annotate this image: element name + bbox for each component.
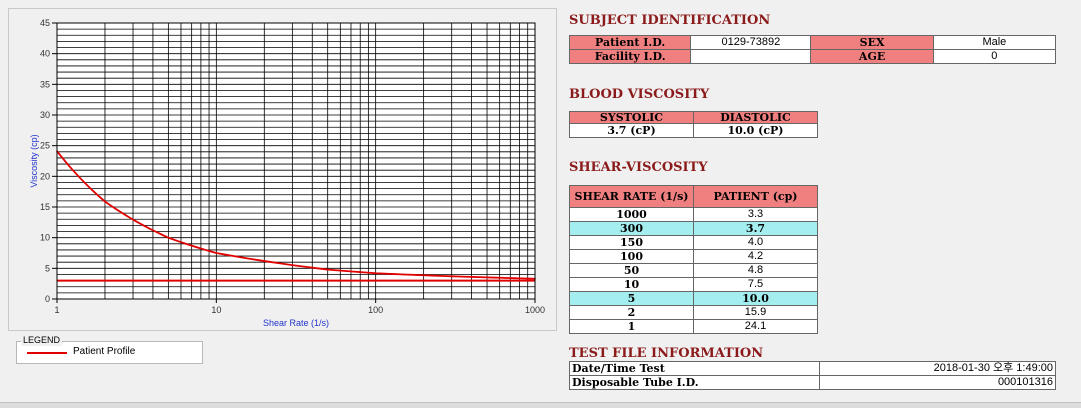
y-tick-label: 15 bbox=[40, 202, 50, 212]
blood-viscosity-title: BLOOD VISCOSITY bbox=[569, 87, 710, 102]
data-point bbox=[215, 252, 218, 254]
shear-rate-cell: 1000 bbox=[569, 207, 694, 222]
sex-label: SEX bbox=[810, 35, 934, 50]
table-row: 100 4.2 bbox=[569, 249, 818, 264]
age-label: AGE bbox=[810, 49, 934, 64]
diastolic-label: DIASTOLIC bbox=[693, 111, 818, 124]
patient-viscosity-cell: 3.7 bbox=[693, 221, 818, 236]
shear-rate-cell: 5 bbox=[569, 291, 694, 306]
shear-rate-cell: 300 bbox=[569, 221, 694, 236]
shear-rate-cell: 150 bbox=[569, 235, 694, 250]
file-info-table: Date/Time Test 2018-01-30 오후 1:49:00 Dis… bbox=[569, 361, 1056, 390]
blood-viscosity-table: SYSTOLIC DIASTOLIC 3.7 (cP) 10.0 (cP) bbox=[569, 111, 818, 138]
data-point bbox=[450, 275, 453, 278]
table-row: 50 4.8 bbox=[569, 263, 818, 278]
shear-rate-header: SHEAR RATE (1/s) bbox=[569, 185, 694, 208]
patient-id-value: 0129-73892 bbox=[690, 35, 812, 50]
shear-viscosity-title: SHEAR-VISCOSITY bbox=[569, 160, 708, 175]
x-tick-label: 1000 bbox=[525, 305, 545, 315]
patient-viscosity-cell: 4.0 bbox=[693, 235, 818, 250]
y-tick-label: 10 bbox=[40, 233, 50, 243]
shear-rate-cell: 100 bbox=[569, 249, 694, 264]
legend-entry: Patient Profile bbox=[73, 346, 136, 357]
patient-viscosity-cell: 4.8 bbox=[693, 263, 818, 278]
tube-id-label: Disposable Tube I.D. bbox=[569, 375, 820, 390]
plot-area bbox=[57, 23, 535, 299]
legend-title: LEGEND bbox=[21, 334, 63, 346]
y-tick-label: 5 bbox=[45, 263, 50, 273]
subject-title: SUBJECT IDENTIFICATION bbox=[569, 13, 771, 28]
patient-id-label: Patient I.D. bbox=[568, 35, 692, 50]
legend-swatch bbox=[27, 352, 67, 354]
x-axis-title: Shear Rate (1/s) bbox=[263, 318, 329, 328]
y-axis-title: Viscosity (cp) bbox=[29, 134, 39, 187]
patient-viscosity-cell: 3.3 bbox=[693, 207, 818, 222]
patient-viscosity-cell: 15.9 bbox=[693, 305, 818, 320]
patient-header: PATIENT (cp) bbox=[693, 185, 818, 208]
diastolic-value: 10.0 (cP) bbox=[693, 123, 818, 138]
tube-id-value: 000101316 bbox=[819, 375, 1056, 390]
facility-id-label: Facility I.D. bbox=[568, 49, 692, 64]
status-bar bbox=[0, 402, 1081, 408]
sex-value: Male bbox=[932, 35, 1057, 50]
table-row: 300 3.7 bbox=[569, 221, 818, 236]
table-row: 5 10.0 bbox=[569, 291, 818, 306]
y-tick-label: 20 bbox=[40, 171, 50, 181]
table-row: 1 24.1 bbox=[569, 319, 818, 334]
y-tick-label: 25 bbox=[40, 141, 50, 151]
data-point bbox=[402, 273, 405, 276]
patient-viscosity-cell: 7.5 bbox=[693, 277, 818, 292]
table-row: 1000 3.3 bbox=[569, 207, 818, 222]
data-point bbox=[167, 236, 170, 239]
subject-table: Patient I.D. 0129-73892 SEX Male Facilit… bbox=[568, 35, 1057, 64]
y-tick-label: 35 bbox=[40, 79, 50, 89]
chart-panel: 0 5 10 15 20 25 30 35 40 45 1 10 100 1000 Shear Rate (… bbox=[8, 8, 557, 331]
patient-viscosity-cell: 24.1 bbox=[693, 319, 818, 334]
x-tick-label: 10 bbox=[211, 305, 221, 315]
shear-viscosity-table: SHEAR RATE (1/s) PATIENT (cp) 1000 3.3 300… bbox=[569, 185, 818, 334]
shear-rate-cell: 2 bbox=[569, 305, 694, 320]
systolic-label: SYSTOLIC bbox=[569, 111, 694, 124]
plot-frame bbox=[56, 22, 536, 300]
table-row: 150 4.0 bbox=[569, 235, 818, 250]
y-tick-label: 30 bbox=[40, 110, 50, 120]
age-value: 0 bbox=[932, 49, 1057, 64]
shear-rate-cell: 50 bbox=[569, 263, 694, 278]
table-row: 2 15.9 bbox=[569, 305, 818, 320]
data-point bbox=[326, 268, 329, 271]
y-tick-label: 0 bbox=[45, 294, 50, 304]
datetime-value: 2018-01-30 오후 1:49:00 bbox=[819, 361, 1056, 376]
y-tick-label: 45 bbox=[40, 18, 50, 28]
table-row: 10 7.5 bbox=[569, 277, 818, 292]
patient-viscosity-cell: 10.0 bbox=[693, 291, 818, 306]
facility-id-value bbox=[690, 49, 812, 64]
shear-rate-cell: 1 bbox=[569, 319, 694, 334]
data-point bbox=[104, 200, 106, 203]
x-tick-label: 100 bbox=[368, 305, 383, 315]
legend-box: LEGEND Patient Profile bbox=[16, 334, 203, 364]
systolic-value: 3.7 (cP) bbox=[569, 123, 694, 138]
data-point bbox=[374, 272, 377, 275]
shear-rate-cell: 10 bbox=[569, 277, 694, 292]
patient-viscosity-cell: 4.2 bbox=[693, 249, 818, 264]
file-info-title: TEST FILE INFORMATION bbox=[569, 346, 764, 361]
y-tick-label: 40 bbox=[40, 49, 50, 59]
x-tick-label: 1 bbox=[54, 305, 59, 315]
datetime-label: Date/Time Test bbox=[569, 361, 820, 376]
viscosity-chart: 0 5 10 15 20 25 30 35 40 45 1 10 100 1000 Shear Rate (… bbox=[29, 18, 545, 328]
